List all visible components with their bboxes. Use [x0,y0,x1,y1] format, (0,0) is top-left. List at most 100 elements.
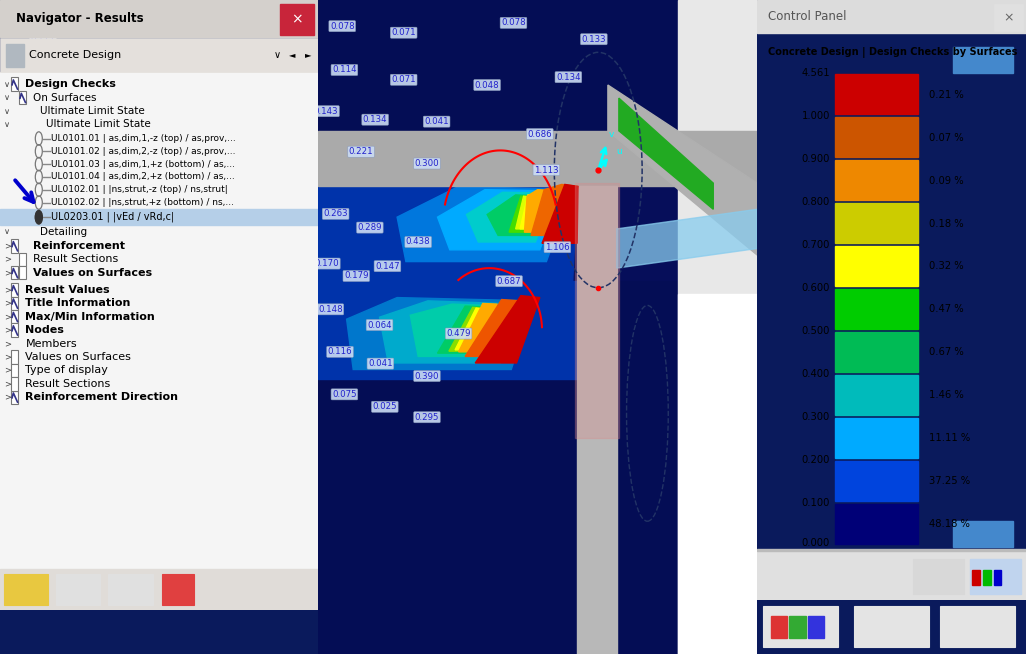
Bar [575,183,619,438]
Text: UL0101.02 | as,dim,2,-z (top) / as,prov,...: UL0101.02 | as,dim,2,-z (top) / as,prov,… [51,147,235,156]
Text: ∨: ∨ [4,107,10,116]
Text: 0.071: 0.071 [391,28,416,37]
Text: 37.25 %: 37.25 % [930,476,971,487]
Text: Max/Min Information: Max/Min Information [26,312,155,322]
Text: On Surfaces: On Surfaces [34,93,96,103]
Bar [19,91,26,105]
Polygon shape [318,0,757,177]
Polygon shape [467,192,554,242]
Text: 0.143: 0.143 [314,107,339,116]
Polygon shape [437,190,562,250]
Polygon shape [531,184,578,235]
Text: 0.030: 0.030 [0,392,19,402]
Text: 0.390: 0.390 [415,371,439,381]
Text: Reinforcement: Reinforcement [34,241,125,251]
Text: >: > [4,339,11,348]
Polygon shape [347,298,534,370]
Text: Navigator - Results: Navigator - Results [16,12,144,25]
Text: ×: × [291,12,303,27]
Bar [11,266,18,279]
Text: >: > [4,393,11,402]
Polygon shape [456,308,485,350]
Polygon shape [380,301,519,363]
Text: ∨: ∨ [4,228,10,236]
Text: >: > [4,326,11,335]
Bar [108,574,153,606]
Polygon shape [465,300,520,356]
Text: 1.46 %: 1.46 % [930,390,964,400]
Bar [835,504,918,544]
Bar [953,47,1013,73]
Text: 0.116: 0.116 [327,347,352,356]
Bar [11,310,18,323]
Text: 0.900: 0.900 [801,154,830,164]
Text: >: > [4,379,11,388]
Text: 0.147: 0.147 [376,262,400,271]
Text: Design Checks: Design Checks [26,79,116,89]
Polygon shape [578,186,617,654]
Bar [0,38,318,72]
Text: Ultimate Limit State: Ultimate Limit State [46,120,151,129]
Bar [757,0,1026,33]
Text: Type of display: Type of display [26,366,109,375]
Text: >: > [4,312,11,321]
Bar [835,375,918,415]
Bar [11,390,18,404]
Bar [11,351,18,364]
Text: 0.041: 0.041 [368,359,393,368]
Text: >: > [4,285,11,294]
Text: Control Panel: Control Panel [767,10,846,24]
Text: 0.67 %: 0.67 % [930,347,964,358]
Text: 0.133: 0.133 [582,35,606,44]
Bar [835,246,918,286]
Text: Detailing: Detailing [40,227,87,237]
Text: >: > [4,366,11,375]
Polygon shape [542,184,578,243]
Polygon shape [487,195,547,235]
Text: ∨: ∨ [4,120,10,129]
Text: 0.500: 0.500 [801,326,830,336]
Text: Ultimate Limit State: Ultimate Limit State [40,106,145,116]
Bar [6,44,24,67]
Bar [835,203,918,243]
Bar [994,570,1001,585]
Bar [11,364,18,377]
Bar [19,252,26,266]
Bar [994,4,1023,31]
Text: 0.117: 0.117 [31,35,55,44]
Text: >: > [4,241,11,250]
Polygon shape [524,190,559,232]
Text: Title Information: Title Information [26,298,131,308]
Bar [835,461,918,501]
Text: UL0101.01 | as,dim,1,-z (top) / as,prov,...: UL0101.01 | as,dim,1,-z (top) / as,prov,… [51,134,236,143]
Text: 0.47 %: 0.47 % [930,305,963,315]
Text: 0.400: 0.400 [801,369,830,379]
Text: Concrete Design | Design Checks by Surfaces: Concrete Design | Design Checks by Surfa… [767,47,1018,58]
Bar [678,0,757,654]
Bar [940,606,1016,647]
Bar [11,283,18,296]
Polygon shape [516,196,538,229]
Text: 0.000: 0.000 [801,538,830,548]
Text: 0.134: 0.134 [363,115,388,124]
Polygon shape [619,98,713,209]
Polygon shape [617,209,757,268]
Text: >: > [4,353,11,362]
Text: 1.106: 1.106 [545,243,569,252]
Bar [757,549,1026,551]
Text: UL0101.03 | as,dim,1,+z (bottom) / as,...: UL0101.03 | as,dim,1,+z (bottom) / as,..… [51,160,235,169]
Text: 0.438: 0.438 [406,237,431,247]
Bar [0,72,318,569]
Bar [835,75,918,114]
Polygon shape [437,306,499,353]
Text: ◄: ◄ [289,50,295,60]
Bar [973,570,980,585]
Text: 0.148: 0.148 [318,305,343,314]
Bar [280,4,314,35]
Bar [19,266,26,279]
Text: 0.025: 0.025 [372,402,397,411]
Text: 0.078: 0.078 [330,22,355,31]
Bar [835,418,918,458]
Bar [0,209,318,225]
Bar [835,160,918,200]
